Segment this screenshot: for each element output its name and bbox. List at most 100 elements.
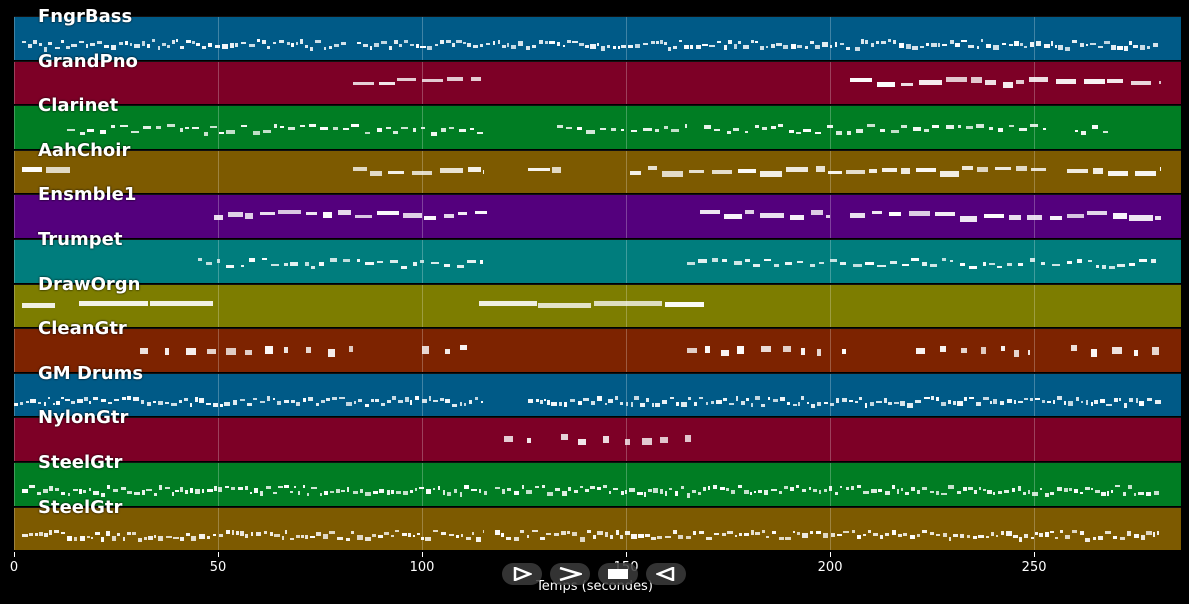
note	[797, 401, 801, 407]
note	[1153, 490, 1160, 496]
note	[931, 396, 935, 400]
note	[751, 530, 754, 536]
note	[386, 490, 390, 495]
note	[633, 396, 639, 400]
note	[1135, 170, 1156, 176]
note	[553, 533, 560, 536]
fast-forward-button[interactable]	[550, 563, 590, 585]
play-button[interactable]	[502, 563, 542, 585]
note	[604, 402, 608, 405]
axis-tick	[14, 552, 15, 557]
note	[651, 41, 655, 45]
note	[827, 170, 843, 174]
note	[808, 487, 811, 490]
note	[1138, 401, 1145, 407]
note	[915, 348, 926, 354]
note	[597, 487, 601, 491]
note	[974, 490, 978, 495]
note	[947, 399, 951, 405]
note	[964, 396, 967, 401]
note	[621, 44, 627, 48]
note	[631, 534, 637, 539]
note	[956, 490, 961, 494]
note	[295, 534, 300, 538]
note	[288, 126, 296, 131]
note	[630, 129, 637, 133]
grid-line	[218, 284, 220, 328]
note	[683, 44, 689, 50]
note	[1072, 40, 1078, 43]
note	[296, 42, 299, 45]
note	[67, 129, 75, 132]
note	[949, 259, 954, 263]
note	[998, 490, 1002, 494]
note	[1017, 486, 1021, 492]
note	[22, 302, 55, 308]
note	[170, 402, 177, 406]
note	[837, 533, 842, 537]
note	[647, 488, 653, 493]
grid-line	[626, 373, 628, 417]
note	[240, 41, 247, 45]
note	[278, 40, 285, 43]
note	[244, 349, 253, 356]
note	[351, 124, 360, 127]
note	[444, 349, 451, 355]
note	[412, 170, 433, 176]
note	[339, 397, 345, 400]
rewind-button[interactable]	[646, 563, 686, 585]
note	[71, 400, 76, 404]
note	[688, 396, 691, 401]
note	[1035, 397, 1041, 401]
note	[1101, 491, 1106, 496]
note	[614, 396, 618, 401]
grid-line	[830, 195, 832, 238]
note	[1091, 349, 1097, 357]
note	[43, 401, 47, 406]
note	[352, 167, 368, 172]
note	[506, 487, 512, 492]
note	[737, 485, 743, 488]
track-label: SteelGtr	[38, 496, 123, 518]
note	[908, 210, 931, 217]
note	[343, 127, 350, 130]
note	[711, 169, 732, 175]
note	[88, 487, 92, 492]
note	[767, 397, 771, 400]
note	[66, 536, 72, 541]
note	[532, 529, 539, 533]
note	[850, 77, 873, 83]
note	[963, 487, 967, 492]
note	[341, 41, 347, 46]
note	[699, 210, 721, 214]
note	[762, 126, 767, 130]
note	[192, 126, 200, 130]
note	[605, 531, 609, 537]
note	[643, 128, 652, 132]
grid-line	[422, 418, 424, 461]
note	[684, 435, 692, 442]
note	[730, 490, 736, 494]
note	[662, 171, 683, 177]
note	[560, 434, 569, 441]
stop-button[interactable]	[598, 563, 638, 585]
note	[880, 534, 884, 539]
note	[404, 397, 409, 402]
note	[316, 531, 322, 536]
note	[642, 42, 649, 46]
note	[1053, 400, 1056, 405]
note	[702, 44, 709, 47]
note	[1158, 80, 1161, 85]
note	[848, 399, 853, 403]
note	[1108, 265, 1116, 269]
note	[907, 402, 914, 408]
note	[1150, 259, 1157, 264]
note	[923, 396, 930, 400]
note	[738, 532, 742, 537]
note	[1066, 260, 1072, 264]
note	[120, 487, 126, 491]
note	[880, 129, 885, 133]
note	[674, 491, 679, 496]
note	[891, 530, 896, 536]
note	[1050, 216, 1063, 221]
